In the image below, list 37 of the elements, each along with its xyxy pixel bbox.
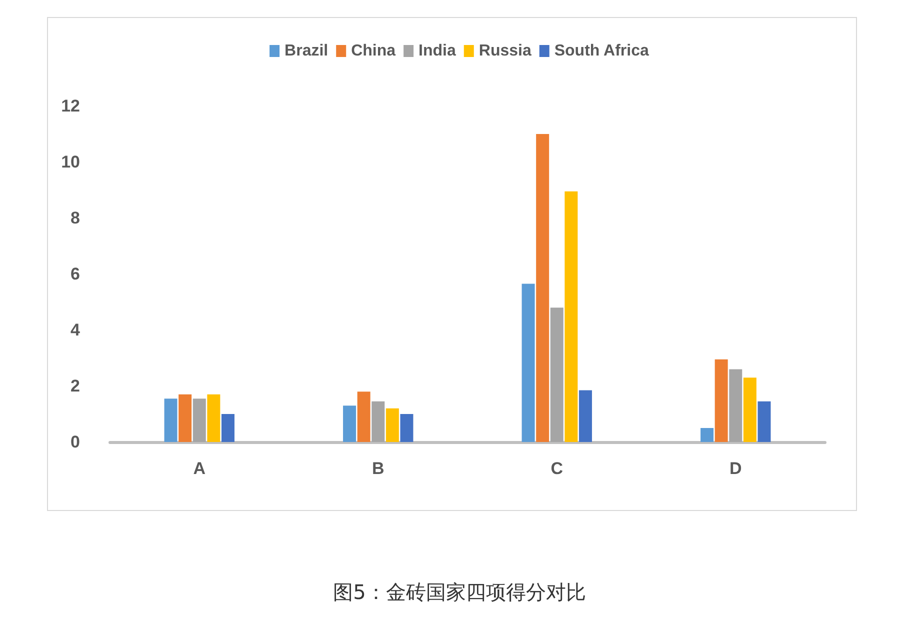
bar xyxy=(164,398,178,442)
bar xyxy=(400,414,414,442)
bar xyxy=(221,414,234,442)
bar xyxy=(357,392,370,442)
bar xyxy=(550,308,564,442)
legend-label: South Africa xyxy=(554,42,649,60)
y-tick-label: 2 xyxy=(70,376,80,396)
y-tick-label: 6 xyxy=(70,264,80,284)
y-tick-label: 0 xyxy=(70,432,80,452)
x-tick-label: C xyxy=(550,459,564,478)
x-tick-label: A xyxy=(193,459,206,478)
legend-label: Russia xyxy=(478,42,532,60)
bar xyxy=(536,134,550,442)
bar xyxy=(343,406,356,442)
y-tick-label: 4 xyxy=(70,320,81,340)
legend-label: India xyxy=(418,42,456,60)
bar xyxy=(372,401,385,442)
bar xyxy=(192,398,206,442)
bar xyxy=(714,359,728,442)
bar xyxy=(700,428,714,442)
bar xyxy=(178,394,192,442)
y-tick-label: 10 xyxy=(61,152,80,172)
caption: 图5：金砖国家四项得分对比 xyxy=(333,580,586,604)
bar xyxy=(729,369,742,442)
x-tick-label: B xyxy=(372,459,384,478)
bar xyxy=(758,401,771,442)
bar xyxy=(578,390,592,442)
bar xyxy=(522,284,535,442)
bar xyxy=(207,394,220,442)
x-tick-label: D xyxy=(729,459,742,478)
bar xyxy=(564,191,578,442)
bar xyxy=(743,378,756,442)
legend-label: Brazil xyxy=(284,42,328,60)
legend-label: China xyxy=(351,42,396,60)
bar xyxy=(386,408,399,442)
y-tick-label: 12 xyxy=(61,96,80,116)
y-tick-label: 8 xyxy=(70,208,80,228)
